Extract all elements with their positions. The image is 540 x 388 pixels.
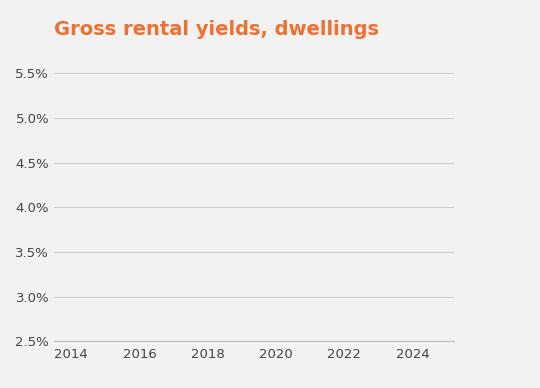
Text: Gross rental yields, dwellings: Gross rental yields, dwellings bbox=[54, 21, 379, 40]
